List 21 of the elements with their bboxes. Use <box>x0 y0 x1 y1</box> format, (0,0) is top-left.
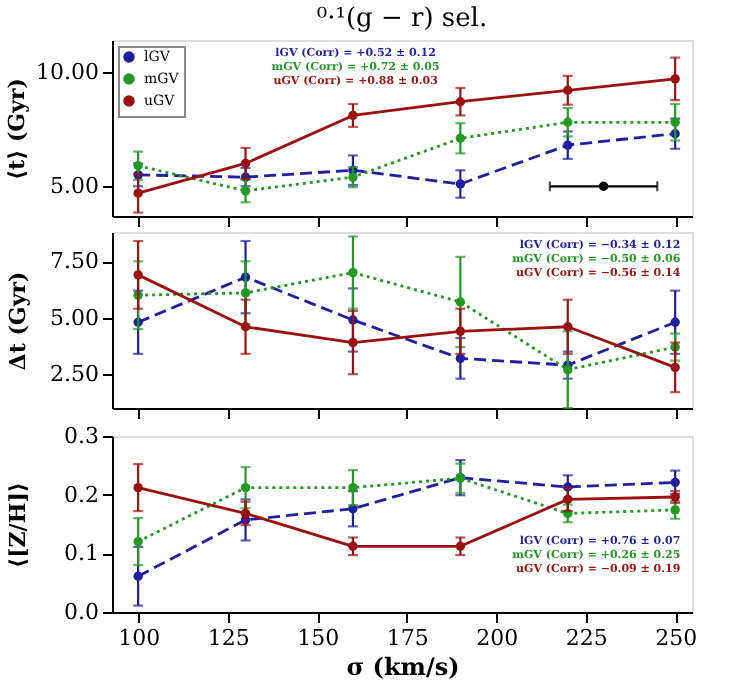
x-tick-label: 150 <box>297 625 340 651</box>
y-tick-label: 7.50 <box>50 248 99 275</box>
y-tick-label: 0.3 <box>64 423 99 449</box>
y-tick-label: 2.50 <box>50 361 99 388</box>
x-tick-label: 200 <box>476 625 519 651</box>
x-tick-label: 225 <box>565 625 608 651</box>
y-axis-title: ⟨[Z/H]⟩ <box>5 482 31 568</box>
x-axis-title: σ (km/s) <box>346 653 460 681</box>
x-tick-label: 175 <box>386 625 429 651</box>
x-tick-label: 100 <box>118 625 161 651</box>
y-tick-label: 10.00 <box>36 59 99 85</box>
x-tick-label: 125 <box>207 625 250 651</box>
y-axis-title: Δt (Gyr) <box>5 271 31 371</box>
y-tick-label: 0.2 <box>64 481 99 508</box>
y-tick-label: 5.00 <box>50 304 99 331</box>
y-axis-title: ⟨t⟩ (Gyr) <box>4 78 31 180</box>
y-tick-label: 0.0 <box>64 599 99 625</box>
x-tick-label: 250 <box>655 625 698 651</box>
y-tick-label: 5.00 <box>50 173 99 200</box>
y-tick-label: 0.1 <box>64 540 99 567</box>
chart-title: ⁰·¹(g − r) sel. <box>316 4 488 34</box>
